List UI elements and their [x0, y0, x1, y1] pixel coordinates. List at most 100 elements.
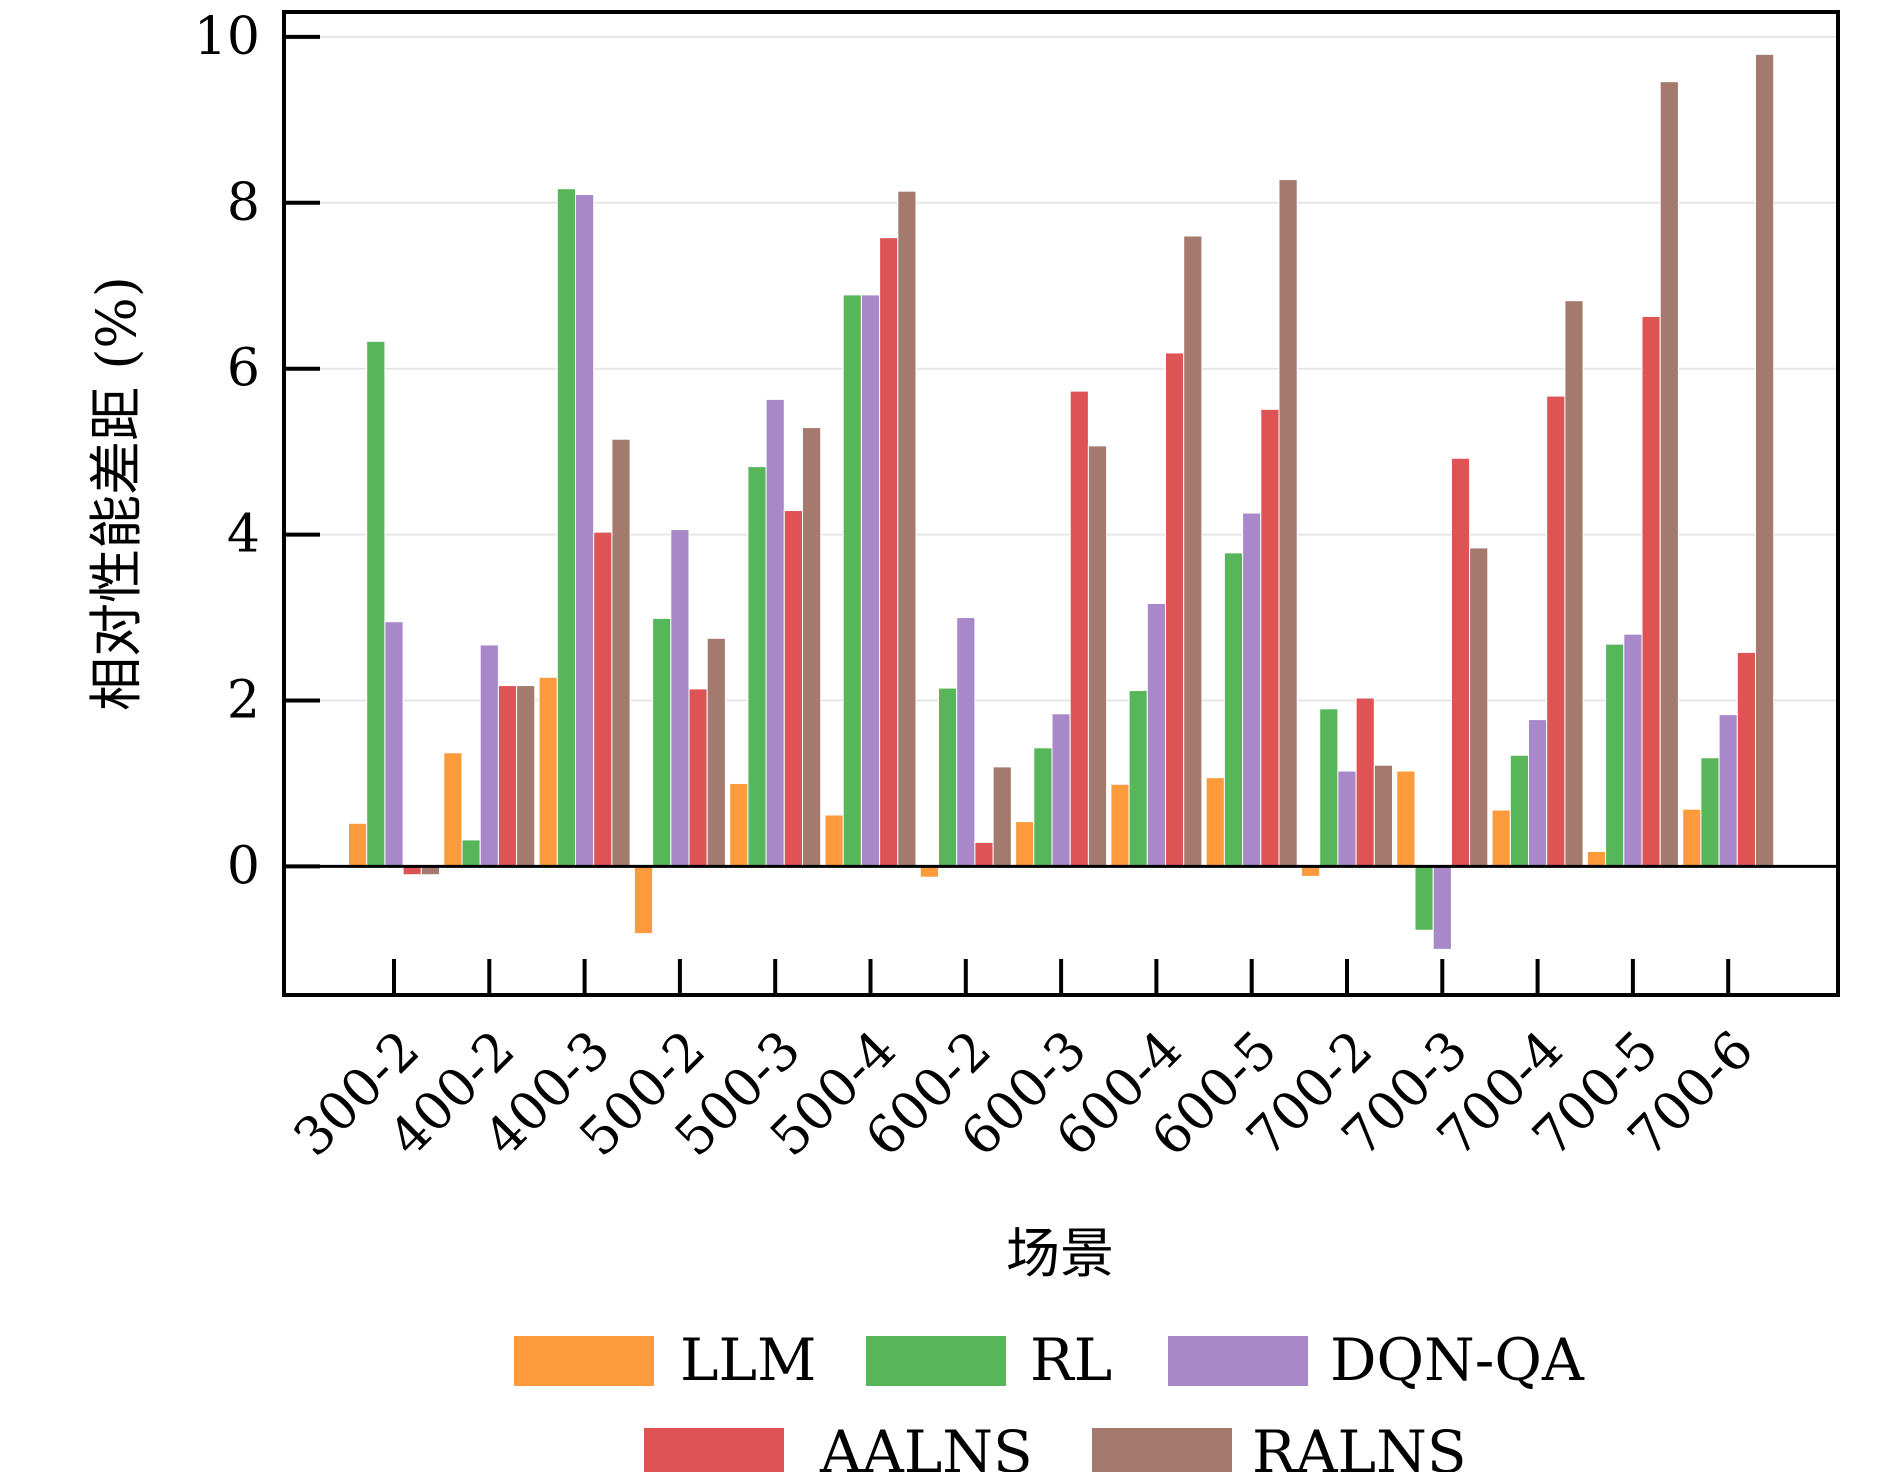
bar-dqn-qa-400-2 — [479, 644, 499, 867]
bar-rl-700-3 — [1414, 865, 1434, 931]
legend-label: AALNS — [819, 1418, 1033, 1472]
bar-llm-500-4 — [824, 814, 844, 867]
y-tick-label: 10 — [194, 7, 260, 67]
bar-dqn-qa-700-3 — [1432, 865, 1452, 950]
bar-rl-600-5 — [1223, 552, 1244, 867]
bar-aalns-600-4 — [1165, 352, 1185, 867]
bar-aalns-400-3 — [593, 531, 613, 867]
legend-swatch — [1092, 1428, 1232, 1472]
legend: LLM RL DQN-QA AALNS RALNS — [514, 1326, 1585, 1472]
bar-aalns-700-6 — [1736, 651, 1757, 867]
legend-swatch — [514, 1336, 654, 1386]
legend-label: LLM — [680, 1326, 816, 1394]
bar-dqn-qa-500-3 — [765, 398, 785, 867]
bar-dqn-qa-500-4 — [860, 294, 881, 867]
bar-rl-700-6 — [1700, 757, 1720, 867]
legend-label: RALNS — [1252, 1418, 1467, 1472]
legend-swatch — [1168, 1336, 1308, 1386]
bar-llm-700-3 — [1396, 770, 1416, 867]
bar-llm-700-4 — [1491, 809, 1511, 867]
bar-aalns-700-2 — [1355, 697, 1375, 867]
legend-label: RL — [1030, 1326, 1112, 1394]
bar-aalns-600-3 — [1069, 390, 1089, 867]
bar-rl-300-2 — [366, 340, 386, 867]
legend-swatch — [866, 1336, 1006, 1386]
bar-llm-400-2 — [443, 752, 463, 867]
bar-aalns-700-5 — [1641, 315, 1661, 867]
legend-item-rl: RL — [866, 1326, 1112, 1394]
bar-ralns-700-4 — [1564, 300, 1584, 867]
legend-label: DQN-QA — [1330, 1326, 1585, 1394]
bar-ralns-400-2 — [516, 685, 536, 867]
bar-dqn-qa-400-3 — [575, 193, 595, 867]
bar-dqn-qa-600-3 — [1051, 713, 1071, 867]
legend-swatch — [644, 1428, 784, 1472]
bar-aalns-700-4 — [1546, 395, 1566, 867]
bar-llm-500-2 — [633, 865, 654, 935]
bar-rl-500-4 — [842, 294, 862, 867]
bar-ralns-600-3 — [1087, 445, 1108, 867]
bar-ralns-600-5 — [1278, 179, 1298, 867]
bar-aalns-600-5 — [1260, 408, 1280, 867]
bar-dqn-qa-600-4 — [1146, 602, 1167, 867]
bar-llm-500-3 — [729, 782, 749, 867]
bar-ralns-500-2 — [706, 637, 726, 867]
y-axis-title: 相对性能差距 (%) — [85, 276, 148, 711]
bar-dqn-qa-700-4 — [1528, 719, 1548, 867]
bar-aalns-500-4 — [879, 237, 899, 867]
bar-dqn-qa-500-2 — [670, 529, 690, 867]
bar-aalns-700-3 — [1450, 457, 1471, 867]
x-axis-title: 场景 — [1006, 1222, 1114, 1285]
y-tick-label: 4 — [227, 505, 260, 565]
y-axis: 0 2 4 6 8 10 — [194, 7, 320, 896]
bar-rl-500-3 — [747, 466, 767, 867]
bar-rl-600-3 — [1033, 747, 1053, 867]
bar-rl-700-5 — [1605, 643, 1625, 867]
bar-ralns-500-3 — [802, 427, 822, 867]
bar-aalns-500-3 — [783, 510, 803, 867]
bar-llm-600-4 — [1110, 783, 1130, 867]
bar-rl-600-2 — [938, 687, 958, 867]
legend-item-dqn-qa: DQN-QA — [1168, 1326, 1585, 1394]
bar-llm-600-2 — [919, 865, 939, 878]
bar-rl-400-3 — [556, 188, 576, 867]
bar-rl-600-4 — [1128, 690, 1148, 867]
bar-ralns-600-2 — [992, 766, 1012, 867]
bar-ralns-600-4 — [1183, 235, 1203, 867]
y-tick-label: 0 — [227, 836, 260, 896]
bar-llm-300-2 — [348, 822, 368, 867]
legend-item-llm: LLM — [514, 1326, 816, 1394]
bar-dqn-qa-600-2 — [956, 617, 976, 867]
bar-llm-700-5 — [1586, 850, 1607, 867]
bar-ralns-500-4 — [897, 190, 917, 867]
bar-ralns-700-6 — [1755, 53, 1775, 867]
bar-ralns-700-5 — [1659, 81, 1679, 867]
bar-rl-700-4 — [1509, 754, 1530, 867]
x-axis: 300-2400-2400-3500-2500-3500-4600-2600-3… — [283, 959, 1765, 1168]
bar-dqn-qa-600-5 — [1242, 512, 1262, 867]
y-tick-label: 6 — [227, 339, 260, 399]
bar-dqn-qa-700-5 — [1623, 633, 1643, 867]
bar-dqn-qa-700-6 — [1718, 714, 1738, 867]
legend-item-ralns: RALNS — [1092, 1418, 1467, 1472]
bars — [348, 53, 1775, 950]
y-tick-label: 2 — [227, 671, 260, 731]
bar-llm-600-5 — [1205, 777, 1225, 867]
bar-ralns-700-3 — [1469, 547, 1489, 867]
bar-aalns-600-2 — [974, 841, 994, 867]
bar-aalns-500-2 — [688, 688, 708, 867]
bar-llm-600-3 — [1015, 821, 1035, 867]
bar-rl-700-2 — [1319, 708, 1339, 867]
bar-dqn-qa-300-2 — [384, 621, 404, 867]
bar-llm-400-3 — [538, 676, 558, 867]
bar-aalns-400-2 — [497, 685, 518, 867]
bar-rl-500-2 — [652, 617, 672, 867]
bar-rl-400-2 — [461, 839, 481, 867]
bar-llm-700-6 — [1682, 808, 1702, 867]
bar-ralns-700-2 — [1373, 764, 1394, 867]
bar-ralns-400-3 — [611, 438, 631, 867]
y-tick-label: 8 — [227, 173, 260, 233]
bar-dqn-qa-700-2 — [1337, 770, 1357, 867]
legend-item-aalns: AALNS — [644, 1418, 1033, 1472]
